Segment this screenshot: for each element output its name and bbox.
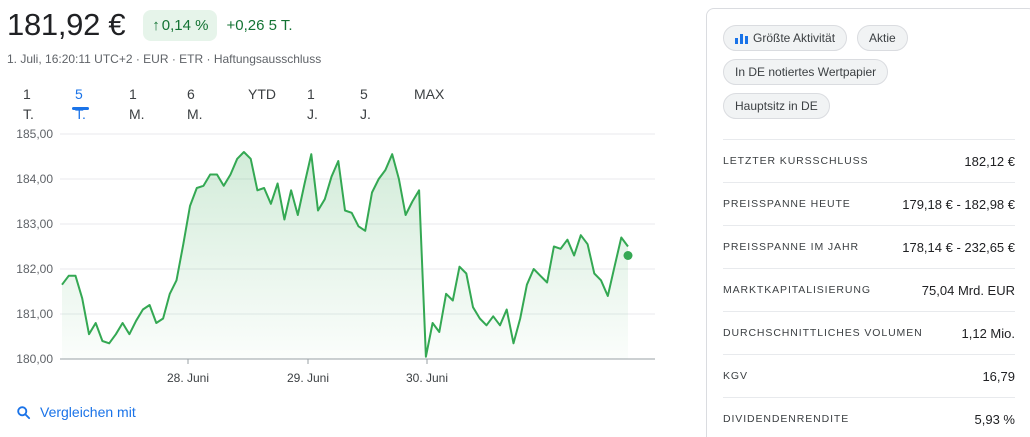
y-tick-label: 184,00 [16,172,53,186]
last-price-marker [623,251,633,260]
stat-value: 182,12 € [964,153,1015,169]
search-icon [17,405,31,419]
stat-row: KGV 16,79 [723,354,1015,397]
disclaimer-link[interactable]: Haftungsausschluss [213,52,322,66]
stat-label: Dividendenrendite [723,413,850,425]
stat-value: 178,14 € - 232,65 € [902,239,1015,255]
key-stats-panel: Größte Aktivität Aktie In DE notiertes W… [706,8,1030,437]
chip-label: Aktie [869,31,896,45]
tab-range-1d[interactable]: 1 T. [23,86,34,122]
chart-y-axis: 185,00 184,00 183,00 182,00 181,00 180,00 [16,127,53,366]
stat-label: Marktkapitalisierung [723,284,871,296]
chip-stock[interactable]: Aktie [857,25,908,51]
x-tick-label: 30. Juni [406,371,448,385]
stat-row: Preisspanne heute 179,18 € - 182,98 € [723,182,1015,225]
tab-range-5d[interactable]: 5 T. [72,86,89,122]
price-area-fill [62,152,628,359]
price-header: 181,92 € ↑ 0,14 % +0,26 5 T. [7,6,293,44]
price-chart[interactable]: 185,00 184,00 183,00 182,00 181,00 180,00 28.… [0,118,665,390]
y-tick-label: 183,00 [16,217,53,231]
x-tick-label: 28. Juni [167,371,209,385]
current-price: 181,92 € [7,7,126,42]
y-tick-label: 182,00 [16,262,53,276]
arrow-up-icon: ↑ [152,16,160,34]
tab-range-6m[interactable]: 6 M. [187,86,203,122]
change-absolute: +0,26 5 T. [226,16,293,34]
chip-most-active[interactable]: Größte Aktivität [723,25,848,51]
stat-value: 16,79 [982,368,1015,384]
y-tick-label: 180,00 [16,352,53,366]
stat-label: Letzter Kursschluss [723,155,869,167]
stat-value: 179,18 € - 182,98 € [902,196,1015,212]
y-tick-label: 185,00 [16,127,53,141]
stat-label: Preisspanne heute [723,198,851,210]
y-tick-label: 181,00 [16,307,53,321]
stat-row: Dividendenrendite 5,93 % [723,397,1015,437]
compare-button[interactable]: Vergleichen mit [16,404,136,420]
stat-row: Letzter Kursschluss 182,12 € [723,139,1015,182]
stat-value: 75,04 Mrd. EUR [921,282,1015,298]
change-percent: 0,14 % [161,16,209,34]
stat-value: 1,12 Mio. [961,325,1015,341]
chip-label: Hauptsitz in DE [735,99,818,113]
stat-label: Durchschnittliches Volumen [723,327,923,339]
chip-label: Größte Aktivität [753,31,836,45]
stat-label: Preisspanne im Jahr [723,241,859,253]
bar-chart-icon [735,34,748,44]
compare-label: Vergleichen mit [40,404,136,420]
x-tick-label: 29. Juni [287,371,329,385]
price-line [61,151,629,358]
tab-range-5y[interactable]: 5 J. [360,86,371,122]
chart-x-axis: 28. Juni 29. Juni 30. Juni [167,359,448,385]
tab-range-1y[interactable]: 1 J. [307,86,318,122]
quote-meta: 1. Juli, 16:20:11 UTC+2 · EUR · ETR · Ha… [7,52,321,66]
stat-row: Marktkapitalisierung 75,04 Mrd. EUR [723,268,1015,311]
tab-range-max[interactable]: MAX [414,86,445,102]
chip-headquarters-de[interactable]: Hauptsitz in DE [723,93,830,119]
tab-range-ytd[interactable]: YTD [248,86,276,102]
tab-range-1m[interactable]: 1 M. [129,86,145,122]
stat-value: 5,93 % [974,411,1015,427]
stat-row: Durchschnittliches Volumen 1,12 Mio. [723,311,1015,354]
stat-row: Preisspanne im Jahr 178,14 € - 232,65 € [723,225,1015,268]
chip-label: In DE notiertes Wertpapier [735,65,877,79]
stat-label: KGV [723,370,748,382]
quote-meta-text: 1. Juli, 16:20:11 UTC+2 · EUR · ETR · [7,52,214,66]
chip-listed-in-de[interactable]: In DE notiertes Wertpapier [723,59,889,85]
change-percent-badge: ↑ 0,14 % [143,9,218,41]
